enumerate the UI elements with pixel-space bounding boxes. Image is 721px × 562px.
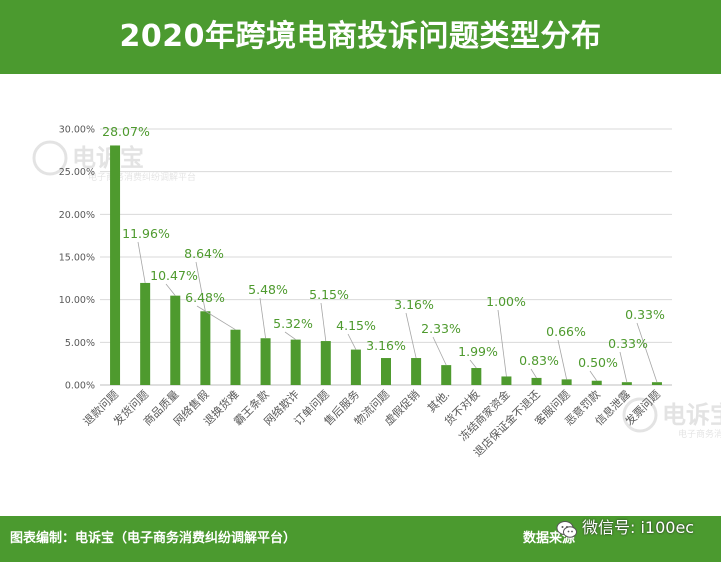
bar — [381, 358, 391, 385]
y-tick-label: 20.00% — [59, 210, 95, 221]
leader-line — [432, 336, 447, 366]
value-label: 28.07% — [102, 124, 150, 139]
leader-line — [137, 241, 146, 284]
y-tick-label: 5.00% — [65, 338, 95, 349]
value-label: 8.64% — [184, 246, 224, 261]
bar — [561, 379, 572, 385]
bar — [621, 382, 632, 385]
y-tick-label: 25.00% — [59, 167, 95, 178]
x-category-label: 其他. — [425, 388, 452, 415]
leader-line — [589, 370, 598, 381]
watermark-brand: 电诉宝 — [662, 401, 721, 429]
value-label: 3.16% — [366, 338, 406, 353]
leader-line — [497, 309, 507, 377]
bar — [471, 368, 482, 385]
bar — [320, 341, 331, 385]
leader-line — [347, 333, 357, 350]
value-label: 0.33% — [625, 307, 665, 322]
bar — [110, 145, 121, 385]
value-label: 0.33% — [608, 336, 648, 351]
bar — [411, 358, 422, 385]
leader-line — [557, 339, 568, 380]
watermark-circle — [32, 140, 68, 176]
leader-line — [405, 312, 417, 359]
watermark-circle — [622, 397, 658, 433]
value-label: 1.00% — [486, 294, 526, 309]
footer-credit: 图表编制：电诉宝（电子商务消费纠纷调解平台） — [10, 531, 297, 546]
leader-line — [619, 351, 628, 383]
bar — [651, 382, 662, 385]
leader-line — [165, 283, 176, 296]
value-label: 5.32% — [273, 316, 313, 331]
value-label: 6.48% — [185, 290, 225, 305]
value-label: 2.33% — [421, 321, 461, 336]
bar — [260, 338, 271, 385]
value-label: 1.99% — [458, 344, 498, 359]
bar — [501, 376, 512, 385]
leader-line — [284, 331, 296, 340]
x-axis-labels: 退款问题发货问题商品质量网络售假退换货难霸王条款网络欺诈订单问题售后服务物流问题… — [80, 387, 663, 459]
bar — [290, 339, 301, 385]
value-label: 11.96% — [122, 226, 170, 241]
value-label: 0.50% — [578, 355, 618, 370]
y-tick-label: 15.00% — [59, 253, 95, 264]
wechat-id: 微信号: i100ec — [582, 518, 695, 537]
bar — [140, 282, 151, 385]
footer-source: 数据来源 — [523, 531, 576, 546]
watermark-brand: 电诉宝 — [72, 144, 144, 172]
value-labels: 28.07% 11.96% 10.47% 8.64% 6.48% 5.48% 5.32% 5.… — [102, 124, 665, 370]
leader-line — [320, 302, 327, 342]
value-label: 5.48% — [248, 282, 288, 297]
bar — [350, 349, 361, 385]
bar — [230, 329, 241, 385]
leader-line — [259, 297, 266, 339]
leader-line — [530, 368, 537, 379]
bar — [531, 377, 542, 385]
bar — [441, 365, 452, 385]
y-tick-label: 0.00% — [65, 381, 95, 392]
bar — [200, 311, 211, 385]
y-axis-ticks: 0.00% 5.00% 10.00% 15.00% 20.00% 25.00% 30.00% — [59, 125, 95, 392]
wechat-watermark: 微信号: i100ec — [556, 510, 694, 546]
value-label: 10.47% — [150, 268, 198, 283]
bar — [170, 295, 181, 385]
leader-line — [195, 261, 206, 312]
watermark-subtitle: 电子商务消费纠纷调解平台 — [678, 428, 721, 440]
value-label: 0.66% — [546, 324, 586, 339]
y-tick-label: 30.00% — [59, 125, 95, 136]
watermark-subtitle: 电子商务消费纠纷调解平台 — [88, 171, 196, 183]
label-leader-lines — [137, 241, 658, 383]
leader-line — [636, 322, 658, 383]
y-tick-label: 10.00% — [59, 295, 95, 306]
value-label: 4.15% — [336, 318, 376, 333]
value-label: 0.83% — [519, 353, 559, 368]
leader-line — [196, 305, 236, 331]
leader-line — [469, 359, 477, 369]
wechat-icon — [556, 518, 578, 540]
bars — [110, 145, 662, 385]
bar-chart: 电诉宝电子商务消费纠纷调解平台电诉宝电子商务消费纠纷调解平台 0.00%5.00… — [32, 124, 721, 459]
value-label: 5.15% — [309, 287, 349, 302]
title-banner: 2020年跨境电商投诉问题类型分布 — [0, 0, 721, 74]
chart-title: 2020年跨境电商投诉问题类型分布 — [119, 19, 602, 54]
footer-bar: 图表编制：电诉宝（电子商务消费纠纷调解平台） 数据来源 — [0, 516, 721, 562]
bar — [591, 380, 602, 385]
value-label: 3.16% — [394, 297, 434, 312]
